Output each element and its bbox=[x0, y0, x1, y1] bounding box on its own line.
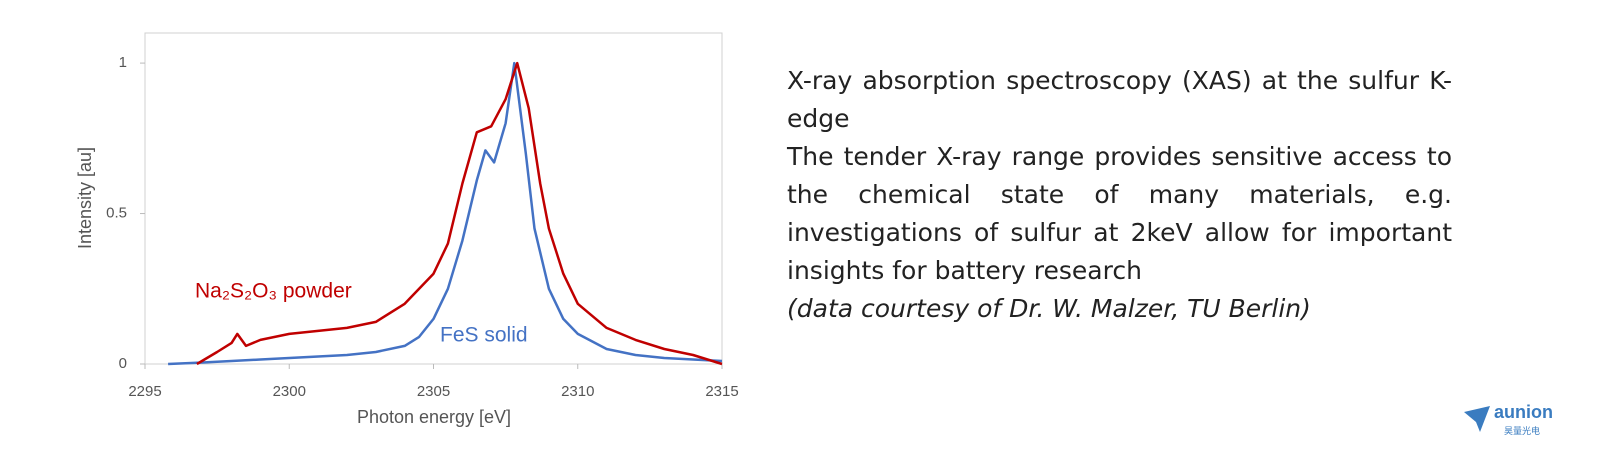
y-axis-label: Intensity [au] bbox=[75, 147, 95, 249]
logo: aunion 昊量光电 bbox=[1462, 400, 1562, 440]
series-label: FeS solid bbox=[440, 324, 528, 347]
x-tick-label: 2295 bbox=[128, 383, 161, 400]
x-axis-label: Photon energy [eV] bbox=[357, 407, 511, 427]
series-line bbox=[196, 61, 723, 366]
logo-icon bbox=[1464, 406, 1490, 432]
logo-brand: aunion bbox=[1494, 402, 1553, 422]
chart: Photon energy [eV] Intensity [au] 0 0.5 1 2… bbox=[75, 32, 739, 427]
x-tick-label: 2305 bbox=[417, 383, 450, 400]
plot-frame bbox=[144, 32, 723, 365]
y-tick-label: 1 bbox=[119, 54, 127, 71]
description-note: (data courtesy of Dr. W. Malzer, TU Berl… bbox=[787, 294, 1311, 323]
x-tick-label: 2300 bbox=[273, 383, 306, 400]
x-tick-label: 2315 bbox=[705, 383, 738, 400]
series-label: Na₂S₂O₃ powder bbox=[195, 280, 352, 303]
description-title: X-ray absorption spectroscopy (XAS) at t… bbox=[787, 66, 1452, 133]
logo-sub: 昊量光电 bbox=[1504, 427, 1541, 437]
description: X-ray absorption spectroscopy (XAS) at t… bbox=[787, 62, 1452, 328]
y-tick-label: 0 bbox=[119, 355, 127, 372]
series-line bbox=[168, 61, 723, 366]
description-body: The tender X-ray range provides sensitiv… bbox=[787, 142, 1452, 285]
y-tick-label: 0.5 bbox=[106, 205, 127, 222]
x-tick-label: 2310 bbox=[561, 383, 594, 400]
